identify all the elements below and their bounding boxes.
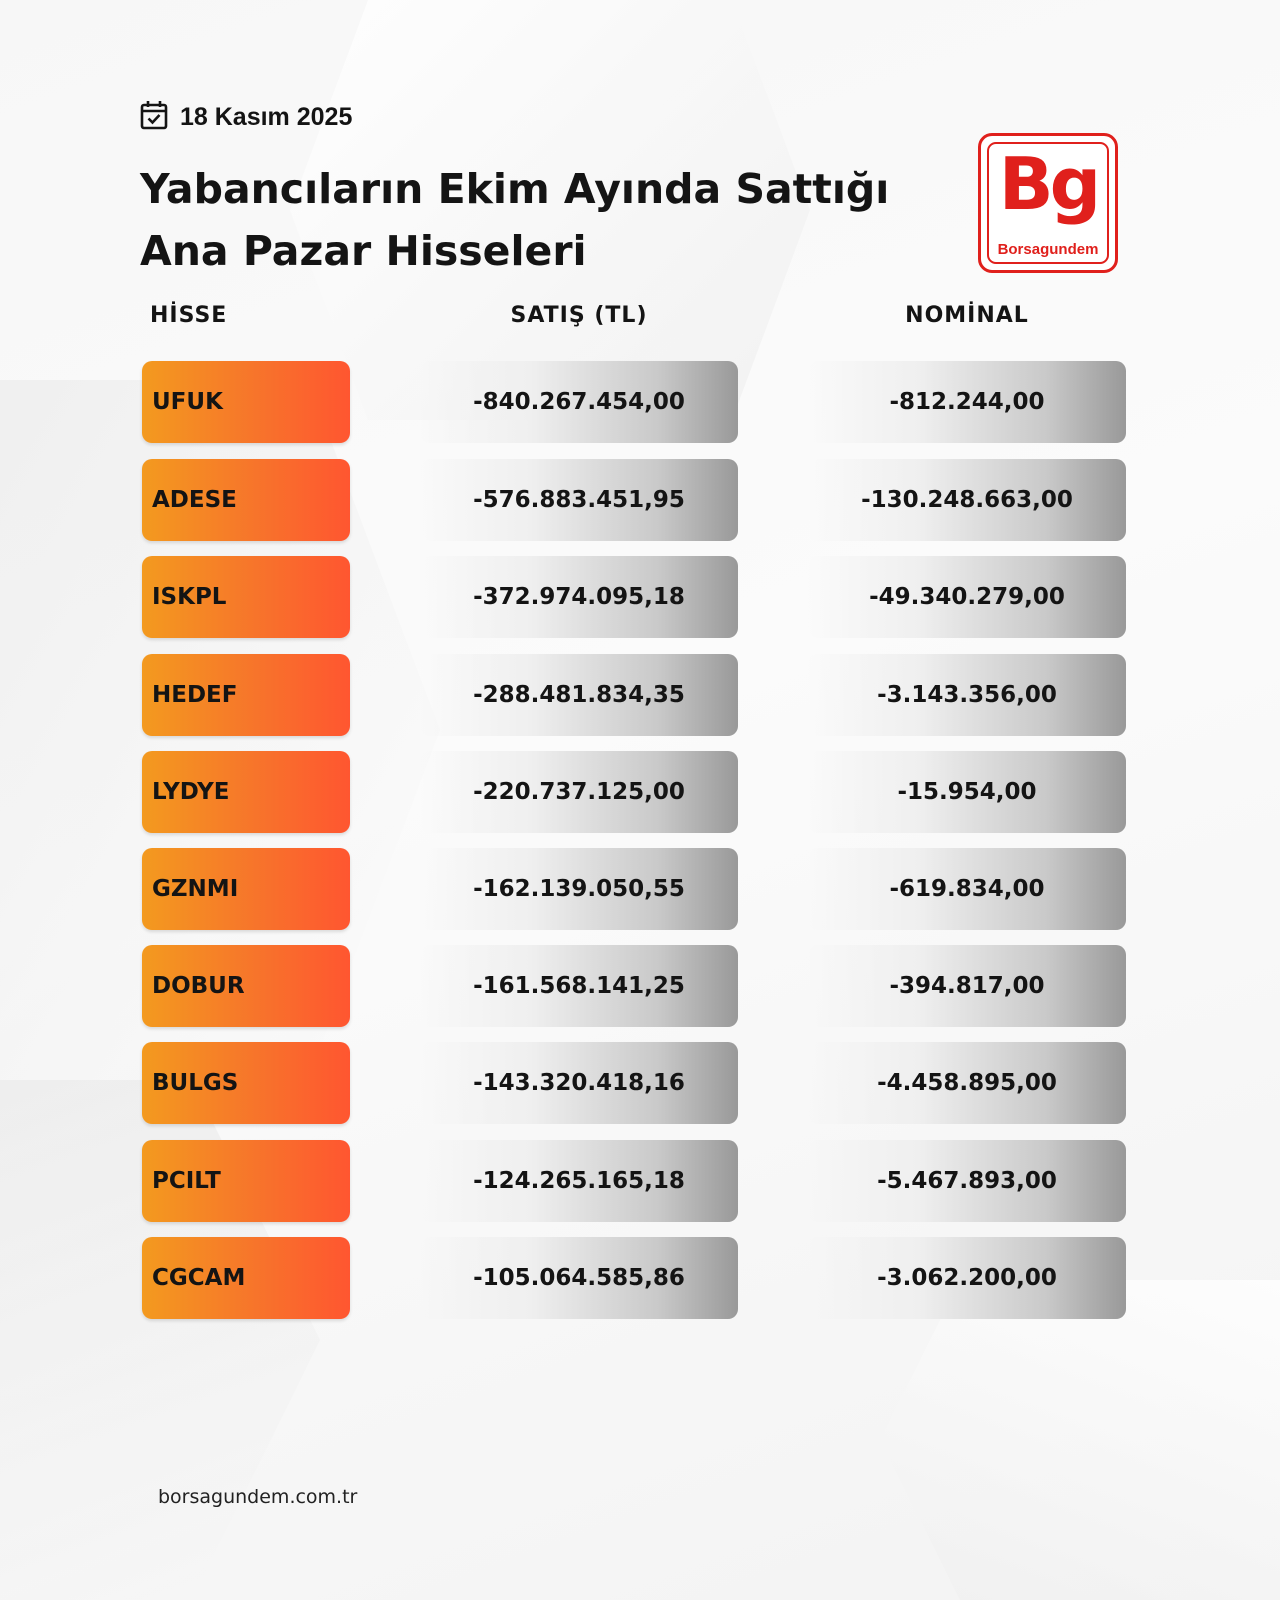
page-title-line-2: Ana Pazar Hisseleri <box>140 227 587 275</box>
ticker-cell: ADESE <box>142 459 350 541</box>
satis-cell: -105.064.585,86 <box>420 1237 738 1319</box>
page-title: Yabancıların Ekim Ayında Sattığı Ana Paz… <box>140 158 889 282</box>
column-header-nominal: NOMİNAL <box>905 303 1029 328</box>
column-header-hisse: HİSSE <box>150 303 228 328</box>
table-row: CGCAM -105.064.585,86 -3.062.200,00 <box>0 1237 1280 1319</box>
date-text: 18 Kasım 2025 <box>180 102 353 131</box>
table-row: HEDEF -288.481.834,35 -3.143.356,00 <box>0 654 1280 736</box>
table-row: DOBUR -161.568.141,25 -394.817,00 <box>0 945 1280 1027</box>
satis-cell: -372.974.095,18 <box>420 556 738 638</box>
nominal-cell: -5.467.893,00 <box>808 1140 1126 1222</box>
ticker-cell: PCILT <box>142 1140 350 1222</box>
nominal-cell: -49.340.279,00 <box>808 556 1126 638</box>
logo-mark: Bg <box>998 142 1101 226</box>
nominal-cell: -619.834,00 <box>808 848 1126 930</box>
table-row: ISKPL -372.974.095,18 -49.340.279,00 <box>0 556 1280 638</box>
page-title-line-1: Yabancıların Ekim Ayında Sattığı <box>140 165 890 213</box>
ticker-cell: UFUK <box>142 361 350 443</box>
nominal-cell: -4.458.895,00 <box>808 1042 1126 1124</box>
ticker-cell: BULGS <box>142 1042 350 1124</box>
ticker-cell: CGCAM <box>142 1237 350 1319</box>
date-row: 18 Kasım 2025 <box>140 100 352 134</box>
logo-frame <box>987 142 1109 264</box>
table-row: GZNMI -162.139.050,55 -619.834,00 <box>0 848 1280 930</box>
nominal-cell: -3.143.356,00 <box>808 654 1126 736</box>
ticker-cell: GZNMI <box>142 848 350 930</box>
nominal-cell: -394.817,00 <box>808 945 1126 1027</box>
satis-cell: -162.139.050,55 <box>420 848 738 930</box>
satis-cell: -840.267.454,00 <box>420 361 738 443</box>
footer-url: borsagundem.com.tr <box>158 1486 358 1508</box>
ticker-cell: DOBUR <box>142 945 350 1027</box>
ticker-cell: LYDYE <box>142 751 350 833</box>
satis-cell: -220.737.125,00 <box>420 751 738 833</box>
satis-cell: -161.568.141,25 <box>420 945 738 1027</box>
satis-cell: -124.265.165,18 <box>420 1140 738 1222</box>
ticker-cell: HEDEF <box>142 654 350 736</box>
background-shape <box>880 1280 1280 1600</box>
table-row: UFUK -840.267.454,00 -812.244,00 <box>0 361 1280 443</box>
ticker-cell: ISKPL <box>142 556 350 638</box>
nominal-cell: -15.954,00 <box>808 751 1126 833</box>
column-header-satis: SATIŞ (TL) <box>510 303 648 328</box>
satis-cell: -143.320.418,16 <box>420 1042 738 1124</box>
table-row: PCILT -124.265.165,18 -5.467.893,00 <box>0 1140 1280 1222</box>
satis-cell: -576.883.451,95 <box>420 459 738 541</box>
table-row: ADESE -576.883.451,95 -130.248.663,00 <box>0 459 1280 541</box>
table-row: BULGS -143.320.418,16 -4.458.895,00 <box>0 1042 1280 1124</box>
nominal-cell: -812.244,00 <box>808 361 1126 443</box>
nominal-cell: -3.062.200,00 <box>808 1237 1126 1319</box>
table-row: LYDYE -220.737.125,00 -15.954,00 <box>0 751 1280 833</box>
nominal-cell: -130.248.663,00 <box>808 459 1126 541</box>
logo-wordmark: Borsagundem <box>997 241 1099 258</box>
satis-cell: -288.481.834,35 <box>420 654 738 736</box>
calendar-check-icon <box>140 100 168 134</box>
borsagundem-logo: Bg Borsagundem <box>978 133 1118 273</box>
